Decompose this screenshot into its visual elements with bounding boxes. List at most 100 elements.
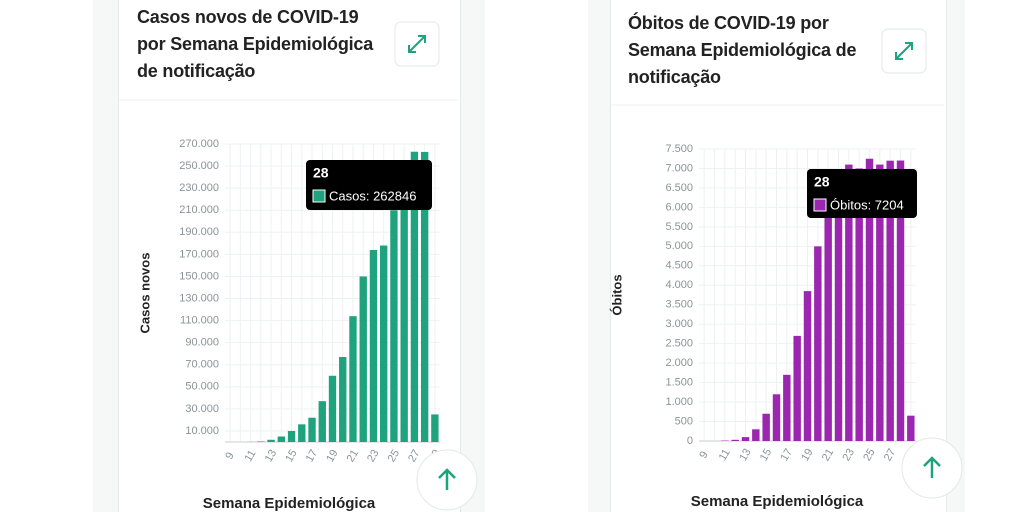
y-tick-label: 4.500 — [665, 260, 693, 272]
x-tick-label: 9 — [697, 449, 710, 460]
y-tick-label: 90.000 — [185, 337, 219, 349]
y-tick-label: 1.500 — [665, 377, 693, 389]
bar — [257, 441, 265, 442]
tooltip-label: Óbitos: 7204 — [830, 197, 904, 212]
bar — [762, 413, 770, 441]
x-tick-label: 13 — [263, 448, 280, 465]
x-tick-label: 13 — [737, 447, 754, 464]
x-tick-label: 19 — [799, 447, 816, 464]
y-axis-label: Casos novos — [137, 253, 152, 334]
y-tick-label: 130.000 — [179, 292, 219, 304]
bar — [886, 160, 894, 441]
tooltip — [306, 160, 432, 210]
x-tick-label: 11 — [242, 448, 258, 464]
y-tick-label: 3.000 — [665, 318, 693, 330]
x-tick-label: 21 — [345, 448, 362, 465]
bar — [308, 417, 316, 442]
x-tick-label: 15 — [283, 448, 300, 465]
y-tick-label: 5.500 — [665, 221, 693, 233]
tooltip-title: 28 — [313, 165, 329, 181]
y-tick-label: 7.000 — [665, 162, 693, 174]
y-tick-label: 10.000 — [185, 425, 219, 437]
y-tick-label: 5.000 — [665, 240, 693, 252]
bar — [752, 429, 760, 441]
bar — [876, 164, 884, 441]
x-axis-label: Semana Epidemiológica — [203, 495, 376, 512]
bar — [772, 394, 781, 441]
bar — [855, 168, 863, 441]
bar — [318, 401, 326, 442]
bar — [380, 245, 388, 442]
bar — [814, 246, 822, 441]
x-tick-label: 23 — [365, 448, 382, 465]
bar — [431, 414, 439, 442]
bar — [339, 357, 347, 442]
y-tick-label: 7.500 — [665, 143, 693, 155]
y-tick-label: 6.000 — [665, 201, 693, 213]
y-tick-label: 30.000 — [185, 403, 219, 415]
bar — [907, 415, 915, 441]
bar — [390, 210, 398, 442]
bar — [803, 291, 812, 441]
y-tick-label: 210.000 — [179, 204, 219, 216]
y-tick-label: 170.000 — [179, 248, 219, 260]
x-tick-label: 11 — [717, 447, 733, 463]
tooltip-swatch — [312, 189, 326, 203]
y-tick-label: 6.500 — [665, 182, 693, 194]
bar — [845, 164, 853, 441]
tooltip — [807, 169, 917, 218]
y-tick-label: 70.000 — [185, 359, 219, 371]
x-tick-label: 27 — [882, 447, 899, 464]
bar — [896, 160, 905, 441]
tooltip-label: Casos: 262846 — [329, 188, 416, 203]
x-tick-label: 15 — [758, 447, 775, 464]
bar — [369, 249, 378, 442]
y-tick-label: 2.000 — [665, 357, 693, 369]
y-tick-label: 150.000 — [179, 270, 219, 282]
x-tick-label: 25 — [386, 448, 403, 465]
bar — [834, 180, 843, 441]
bar — [298, 424, 306, 442]
bar — [287, 430, 296, 442]
y-tick-label: 4.000 — [665, 279, 693, 291]
y-tick-label: 500 — [675, 415, 693, 427]
y-tick-label: 190.000 — [179, 226, 219, 238]
bar — [359, 276, 367, 442]
bar — [824, 199, 832, 441]
y-tick-label: 230.000 — [179, 182, 219, 194]
x-tick-label: 25 — [861, 447, 878, 464]
chart-title: Casos novos de COVID-19 por Semana Epide… — [137, 7, 374, 81]
bar — [420, 151, 429, 443]
tooltip-title: 28 — [814, 174, 830, 190]
bar — [328, 375, 337, 442]
scroll-top-button[interactable] — [416, 449, 478, 511]
y-tick-label: 3.500 — [665, 299, 693, 311]
expand-button[interactable] — [881, 28, 927, 74]
bar — [400, 177, 408, 442]
y-tick-label: 0 — [687, 435, 693, 447]
x-tick-label: 9 — [223, 450, 236, 461]
bar — [410, 151, 419, 442]
tooltip-swatch — [813, 198, 827, 212]
x-tick-label: 23 — [840, 447, 857, 464]
y-axis-label: Óbitos — [609, 274, 624, 315]
scroll-top-button[interactable] — [901, 437, 963, 499]
y-tick-label: 110.000 — [180, 314, 219, 326]
y-tick-label: 1.000 — [665, 396, 693, 408]
bar — [865, 158, 874, 441]
expand-button[interactable] — [394, 21, 440, 67]
y-tick-label: 270.000 — [179, 138, 219, 150]
x-tick-label: 17 — [304, 448, 321, 465]
x-tick-label: 17 — [778, 447, 795, 464]
x-axis-label: Semana Epidemiológica — [691, 493, 864, 510]
bar — [267, 439, 275, 442]
bar — [349, 316, 357, 442]
x-tick-label: 21 — [820, 447, 837, 464]
bar — [277, 436, 285, 442]
bar — [783, 374, 791, 441]
bar — [741, 437, 750, 441]
chart-title: Óbitos de COVID-19 por Semana Epidemioló… — [628, 13, 857, 87]
y-tick-label: 2.500 — [665, 338, 693, 350]
